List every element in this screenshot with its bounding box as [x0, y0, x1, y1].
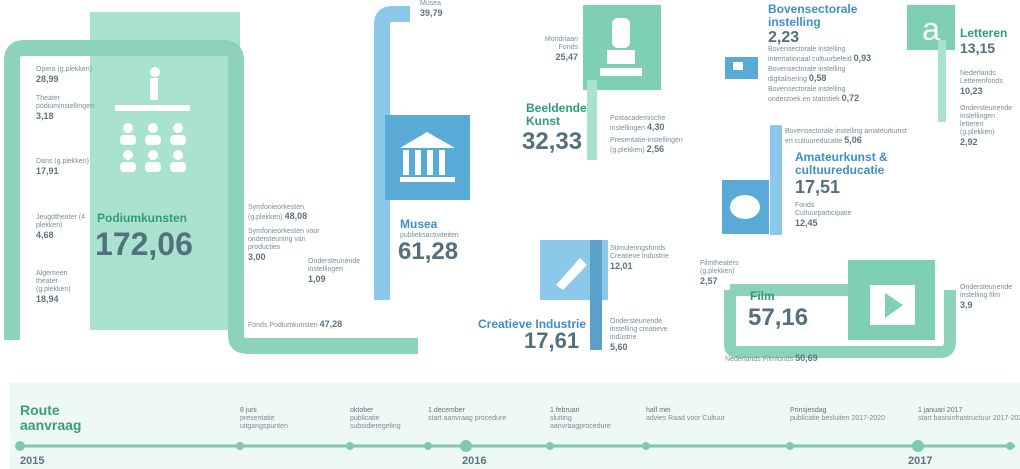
total: 57,16: [748, 304, 809, 331]
title: Podiumkunsten: [97, 211, 188, 225]
item: Ondersteunende instelling creatieve indu…: [610, 318, 668, 352]
event-text: advies Raad voor Cultuur: [646, 415, 725, 422]
item: Nederlands Letterenfonds 10,23: [960, 70, 1003, 96]
total: 2,23: [768, 29, 800, 46]
svg-text:a: a: [922, 11, 940, 47]
event-date: oktober: [350, 407, 374, 414]
title: Creatieve Industrie: [478, 317, 587, 331]
title: Bovensectorale instelling: [768, 2, 858, 29]
event-text: publicatie subsidieregeling: [350, 415, 401, 430]
item: Nederlands Filmfonds 50,69: [725, 353, 818, 364]
item: Bovensectorale instelling digitalisering…: [768, 66, 846, 83]
item: Presentatie-instellingen (g.plekken) 2,56: [610, 137, 683, 154]
item: Mondriaan Fonds 25,47: [544, 36, 578, 62]
item: Fonds Podiumkunsten 47,28: [248, 319, 343, 330]
item: Fonds Cultuurparticipatie 12,45: [795, 202, 852, 228]
timeline-title: Route aanvraag: [20, 402, 82, 433]
event-date: Prinsjesdag: [790, 407, 827, 414]
event-date: 1 januari 2017: [918, 407, 963, 414]
year: 2017: [908, 455, 933, 467]
total: 17,51: [795, 177, 841, 197]
event-date: half mei: [646, 407, 671, 414]
event-text: presentatie uitgangspunten: [240, 415, 288, 430]
item: Symfonieorkesten (g.plekken) 48,08: [248, 204, 308, 221]
item: Postacademische instellingen 4,30: [610, 115, 666, 132]
item: Filmtheaters (g.plekken) 2,57: [700, 260, 739, 286]
item: Dans (g.plekken) 17,91: [36, 158, 89, 176]
event-text: start aanvraag procedure: [428, 415, 507, 422]
event-date: 1 december: [428, 407, 465, 414]
item: Algemeen theater (g.plekken) 18,94: [36, 270, 71, 304]
total: 17,61: [524, 328, 580, 353]
event-text: sluiting aanvraagprocedure: [550, 415, 611, 430]
item: Bovensectorale instelling internationaal…: [768, 46, 872, 63]
item: Musea 39,79: [420, 0, 443, 18]
item: Ondersteunende instellingen 1,09: [308, 258, 361, 284]
item: Stimuleringsfonds Creatieve Industrie 12,…: [610, 245, 669, 271]
year: 2015: [20, 455, 45, 467]
event-date: 8 juni: [240, 407, 257, 414]
title: Amateurkunst & cultuureducatie: [795, 150, 888, 177]
item: Symfonieorkesten voor ondersteuning van …: [248, 228, 320, 262]
event-text: publicatie besluiten 2017-2020: [790, 415, 885, 422]
total: 172,06: [95, 226, 193, 262]
item: Ondersteunende instelling film 3,9: [960, 284, 1013, 310]
item: Bovensectorale instelling onderzoek en s…: [768, 86, 860, 103]
item: Bovensectorale instelling amateurkunst e…: [785, 128, 907, 145]
event-date: 1 februari: [550, 407, 580, 414]
title: Film: [750, 289, 775, 303]
item: Jeugdtheater (4 plekken) 4,68: [36, 214, 86, 240]
title: Beeldende Kunst: [526, 101, 587, 128]
total: 13,15: [960, 40, 996, 56]
subtitle: publieksactiviteiten: [400, 232, 459, 239]
title: Letteren: [960, 26, 1008, 40]
total: 32,33: [522, 128, 583, 155]
item: Opera (g.plekken) 28,99: [36, 66, 93, 84]
title: Musea: [400, 217, 438, 231]
item: Ondersteunende instellingen letteren (g.…: [960, 105, 1013, 147]
total: 61,28: [398, 238, 459, 265]
year: 2016: [462, 455, 487, 467]
event-text: start basisinfrastructuur 2017-2020: [918, 415, 1020, 422]
item: Theater podiuminstellingen 3,18: [36, 95, 94, 121]
